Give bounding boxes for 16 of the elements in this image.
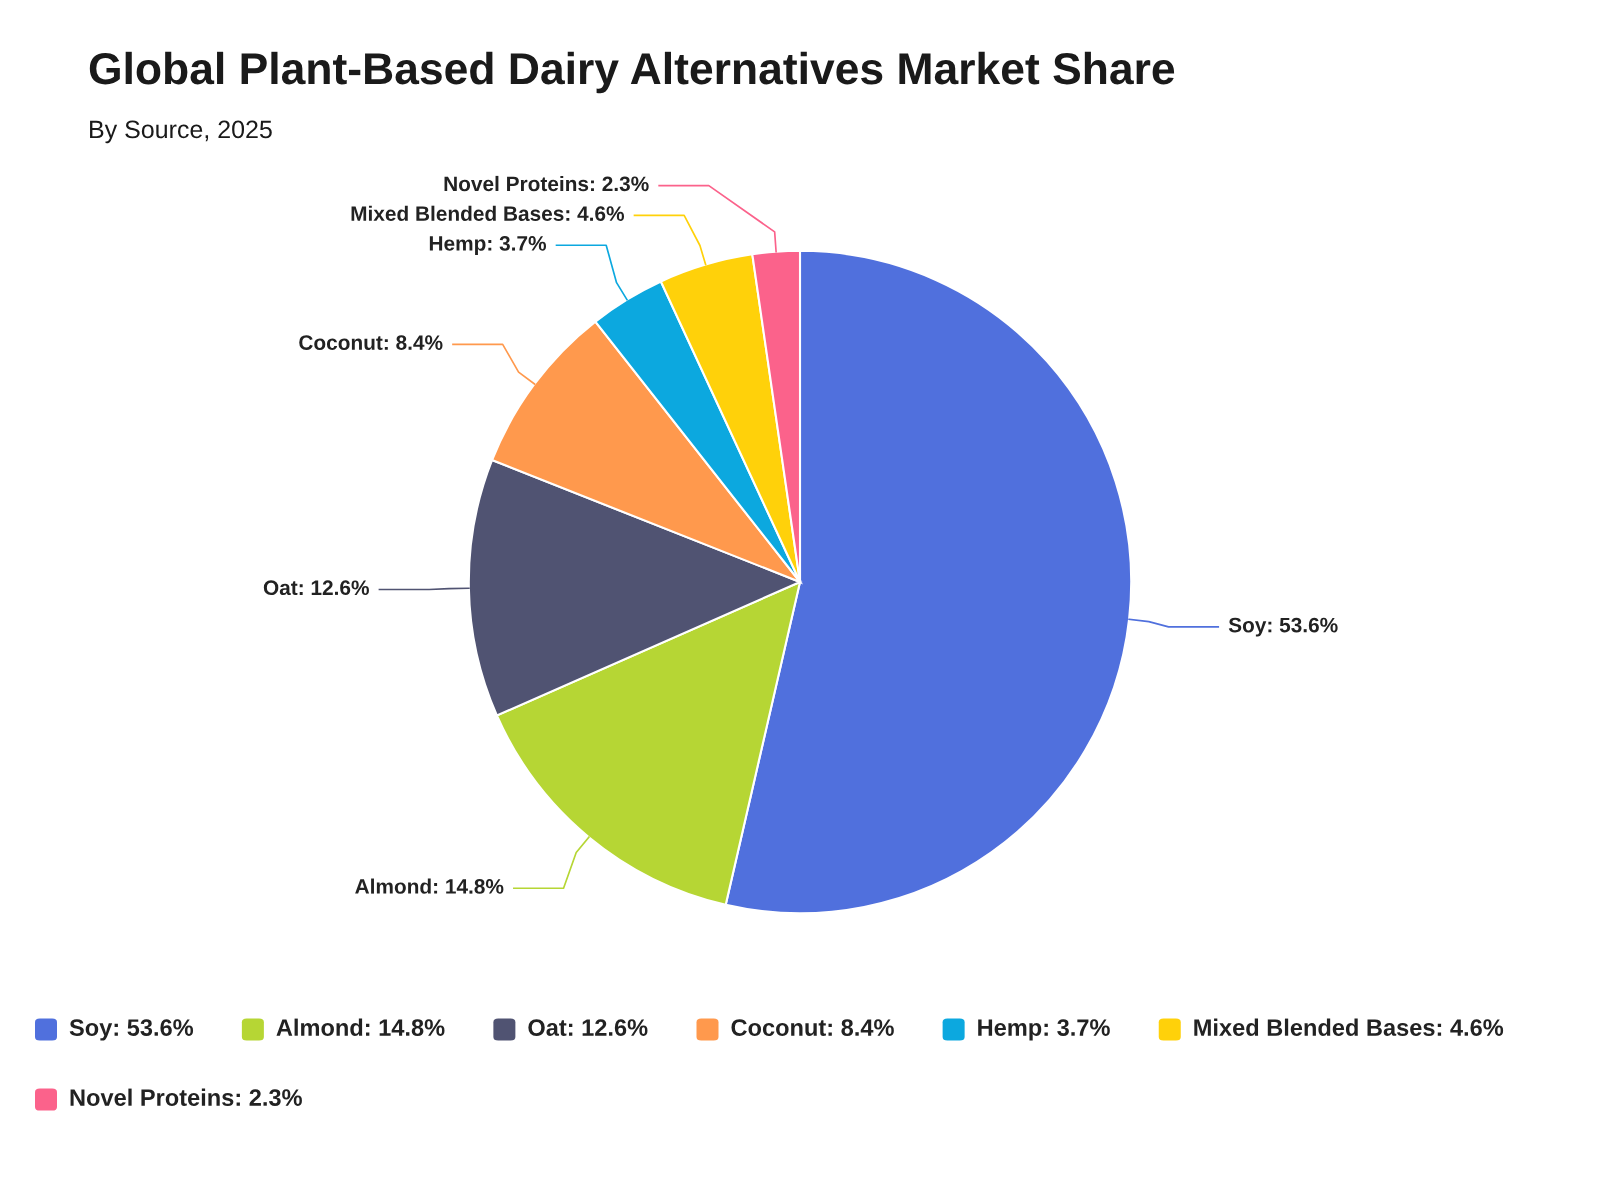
chart-subtitle: By Source, 2025 xyxy=(90,120,272,144)
slice-label: Novel Proteins: 2.3% xyxy=(444,175,649,192)
slice-label: Hemp: 3.7% xyxy=(429,236,547,255)
legend-label: Soy: 53.6% xyxy=(69,1019,194,1041)
legend-label: Hemp: 3.7% xyxy=(978,1019,1110,1041)
slice-label: Coconut: 8.4% xyxy=(299,335,443,350)
legend-label: Oat: 12.6% xyxy=(528,1019,648,1036)
slice-label: Oat: 12.6% xyxy=(263,580,369,596)
slice-label: Almond: 14.8% xyxy=(355,878,504,894)
slice-label: Mixed Blended Bases: 4.6% xyxy=(351,205,625,221)
legend-label: Almond: 14.8% xyxy=(276,1018,445,1036)
legend-label: Coconut: 8.4% xyxy=(731,1019,894,1036)
legend-label: Mixed Blended Bases: 4.6% xyxy=(1194,1018,1504,1036)
chart-title: Global Plant-Based Dairy Alternatives Market Share xyxy=(89,51,1175,94)
legend-label: Novel Proteins: 2.3% xyxy=(70,1088,302,1106)
slice-label: Soy: 53.6% xyxy=(1228,617,1338,637)
